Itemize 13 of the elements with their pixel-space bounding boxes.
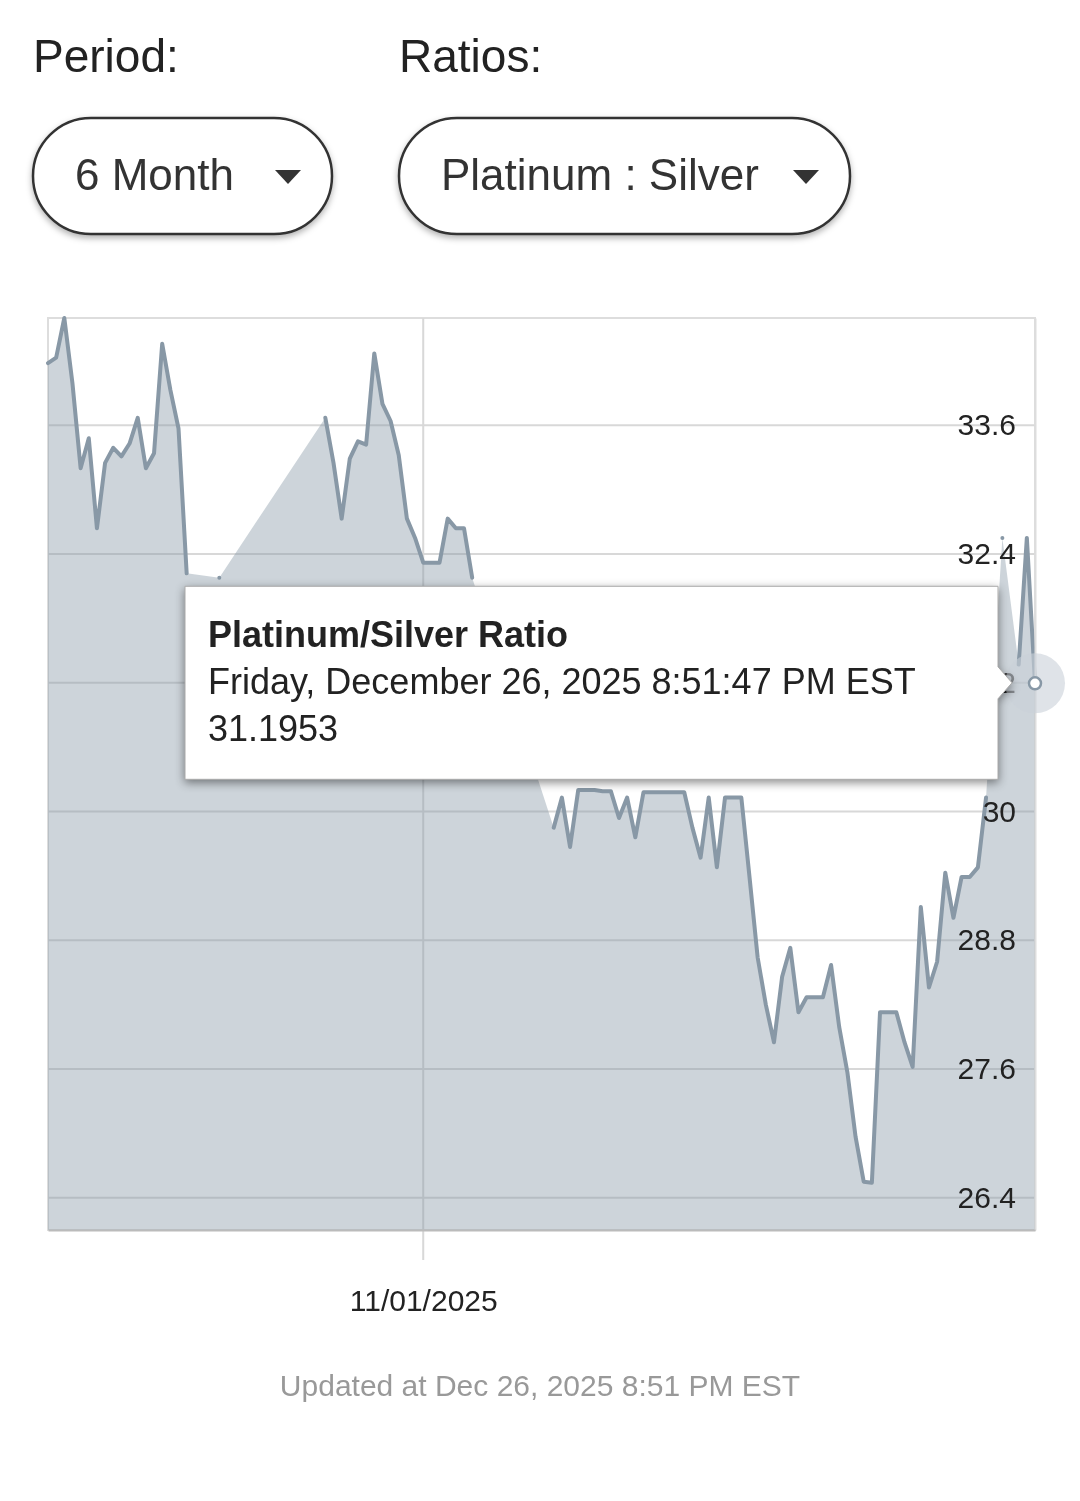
text: 6 Month xyxy=(75,150,234,199)
y-tick-label: 28.8 xyxy=(957,923,1016,957)
y-tick-label: 32.4 xyxy=(957,537,1016,571)
x-tick-label: 11/01/2025 xyxy=(349,1284,498,1318)
text: Period: xyxy=(33,30,179,82)
y-tick-label: 27.6 xyxy=(957,1052,1016,1086)
y-tick-label: 30 xyxy=(982,794,1016,828)
annotation: Platinum/Silver Ratio Friday, December 26, 2025 8:51:47 PM EST 31.1953 xyxy=(208,614,916,750)
text: Updated at Dec 26, 2025 8:51 PM EST xyxy=(279,1369,801,1402)
text: Ratios: xyxy=(399,30,543,82)
y-tick-label: 33.6 xyxy=(957,408,1016,442)
text: Platinum : Silver xyxy=(441,150,759,199)
y-tick-label: 26.4 xyxy=(957,1180,1016,1214)
